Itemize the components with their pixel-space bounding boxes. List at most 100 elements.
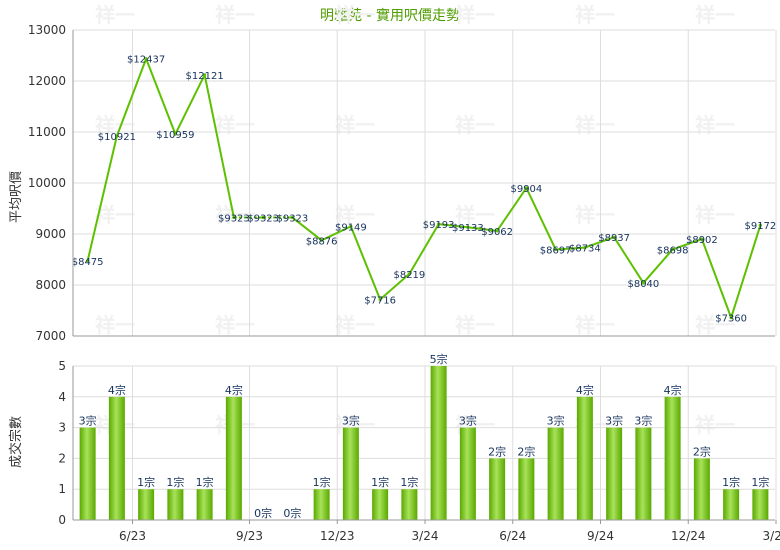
x-tick-label: 9/23: [236, 529, 263, 543]
price-line-segment: [496, 187, 528, 232]
price-line-segment: [438, 223, 468, 229]
price-value-label: $8698: [657, 245, 689, 256]
count-bar: [459, 427, 476, 520]
count-value-label: 1宗: [751, 475, 769, 489]
watermark-text: 祥一: [95, 313, 135, 337]
price-point: [700, 237, 704, 241]
x-tick-label: 3/24: [412, 529, 439, 543]
price-line-segment: [730, 224, 762, 318]
watermark-text: 祥一: [215, 3, 255, 27]
watermark-text: 祥一: [695, 413, 735, 437]
count-bar: [79, 427, 96, 520]
price-point: [320, 238, 324, 242]
price-point: [203, 73, 207, 77]
price-line-segment: [86, 135, 118, 262]
price-value-label: $12121: [186, 71, 224, 82]
count-value-label: 1宗: [722, 475, 740, 489]
price-value-label: $9149: [335, 222, 367, 233]
count-bar: [518, 458, 535, 520]
watermark-text: 祥一: [575, 113, 615, 137]
price-line-segment: [613, 236, 645, 284]
price-tick-label: 13000: [28, 23, 66, 37]
price-point: [232, 215, 236, 220]
price-line-segment: [379, 273, 411, 301]
watermark-text: 祥一: [575, 313, 615, 337]
price-value-label: $7360: [715, 314, 747, 325]
count-bar: [372, 489, 389, 520]
price-value-label: $8876: [306, 236, 338, 247]
price-value-label: $9323: [247, 214, 279, 225]
count-value-label: 2宗: [517, 444, 535, 458]
watermark-text: 祥一: [215, 113, 255, 137]
x-tick-label: 12/24: [671, 529, 706, 543]
count-value-label: 2宗: [488, 444, 506, 458]
price-point: [290, 215, 294, 220]
price-value-label: $10959: [156, 130, 194, 141]
price-point: [641, 281, 645, 285]
x-tick-label: 9/24: [587, 529, 614, 543]
price-point: [583, 245, 587, 250]
price-point: [466, 225, 470, 229]
axes: [72, 30, 775, 521]
price-value-label: $8697: [540, 245, 572, 256]
x-tick-label: 6/23: [119, 529, 146, 543]
price-tick-label: 10000: [28, 176, 66, 190]
count-bar: [547, 427, 564, 520]
price-value-label: $8475: [72, 257, 104, 268]
count-bar: [723, 489, 740, 520]
x-tick-label: 3/25: [763, 529, 780, 543]
count-bar: [196, 489, 213, 520]
price-point: [86, 259, 90, 263]
count-value-label: 4宗: [664, 383, 682, 397]
price-point: [612, 235, 616, 239]
price-value-label: $9133: [452, 223, 484, 234]
price-line-segment: [203, 74, 235, 218]
watermark-text: 祥一: [455, 3, 495, 27]
watermark-text: 祥一: [575, 3, 615, 27]
watermark-text: 祥一: [455, 113, 495, 137]
price-value-label: $9323: [276, 214, 308, 225]
watermark-text: 祥一: [335, 313, 375, 337]
price-tick-label: 7000: [35, 329, 66, 343]
x-axis-ticks: 6/23 9/23 12/23 3/24 6/24 9/24 12/24 3/25: [119, 520, 780, 543]
count-value-labels: 3宗 4宗 1宗 1宗 1宗 4宗 0宗 0宗 1宗 3宗 1宗 1宗 5宗 3宗 2宗 2宗 3宗 4宗 3宗 3宗…: [79, 352, 770, 520]
count-value-label: 4宗: [576, 383, 594, 397]
price-value-label: $12437: [127, 55, 165, 66]
price-value-label: $8734: [569, 244, 601, 255]
price-point: [729, 316, 733, 320]
price-value-label: $8040: [627, 279, 659, 290]
count-bar: [664, 396, 681, 520]
watermark-text: 祥一: [455, 313, 495, 337]
price-point: [554, 247, 558, 252]
watermark-text: 祥一: [575, 203, 615, 227]
price-value-label: $8937: [598, 233, 630, 244]
count-bar: [138, 489, 155, 520]
price-y-ticks: 7000 8000 9000 10000 11000 12000 13000: [28, 23, 66, 343]
price-point: [144, 57, 148, 61]
price-line-segment: [672, 238, 703, 251]
y-axis-label-price: 平均呎價: [9, 171, 24, 223]
watermark-text: 祥一: [695, 313, 735, 337]
count-bar: [606, 427, 623, 520]
watermark-text: 祥一: [695, 113, 735, 137]
price-value-label: $9062: [481, 227, 513, 238]
price-line-segment: [145, 58, 177, 135]
price-point: [671, 247, 675, 252]
watermark-text: 祥一: [695, 203, 735, 227]
count-bar: [108, 396, 125, 520]
x-tick-label: 6/24: [499, 529, 526, 543]
count-value-label: 1宗: [166, 475, 184, 489]
watermark-text: 祥一: [335, 3, 375, 27]
count-y-ticks: 0 1 2 3 4 5: [58, 359, 66, 527]
chart-title: 明雅苑 - 實用呎價走勢: [320, 7, 460, 24]
count-bar: [752, 489, 769, 520]
price-point: [115, 134, 119, 138]
count-value-label: 1宗: [137, 475, 155, 489]
price-line-series: [86, 57, 762, 320]
count-bar: [342, 427, 359, 520]
price-tick-label: 9000: [35, 227, 66, 241]
count-bar: [401, 489, 418, 520]
watermark-text: 祥一: [215, 203, 255, 227]
count-value-label: 3宗: [634, 414, 652, 428]
